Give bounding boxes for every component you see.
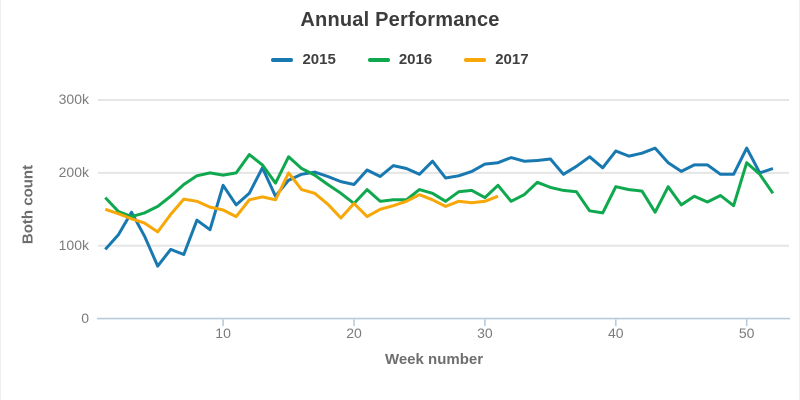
chart-title: Annual Performance [300,9,500,31]
x-tick-label: 40 [608,325,624,341]
legend-item-2016[interactable]: 2016 [367,51,433,68]
legend-label: 2015 [302,51,336,68]
y-tick-label: 300k [58,90,89,107]
legend-swatch [464,57,487,62]
series-line-2015[interactable] [104,146,774,268]
series-line-2016[interactable] [104,153,775,219]
x-tick-label: 50 [738,325,755,341]
y-tick-label: 200k [58,163,89,180]
legend-item-2015[interactable]: 2015 [271,51,336,68]
y-tick-label: 100k [58,236,89,253]
x-tick-label: 30 [477,325,493,341]
y-tick-label: 0 [81,309,89,326]
legend: 2015 2016 2017 [1,51,799,68]
legend-label: 2017 [495,51,529,68]
series-line-2017[interactable] [104,171,499,234]
legend-swatch [367,57,390,62]
x-tick-label: 10 [215,325,231,341]
legend-item-2017[interactable]: 2017 [464,51,529,68]
legend-label: 2016 [398,51,433,68]
x-tick-label: 20 [346,325,362,341]
x-axis-title: Week number [384,351,484,368]
legend-swatch [271,57,294,62]
